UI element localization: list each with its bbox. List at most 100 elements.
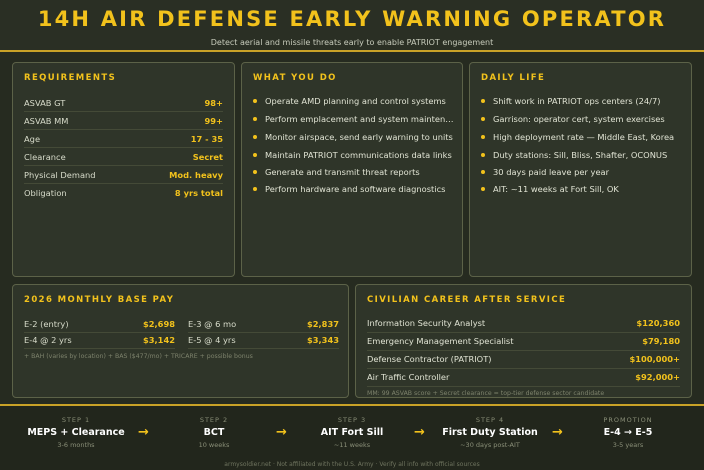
step-duration: 10 weeks xyxy=(198,441,230,449)
bullet-icon xyxy=(481,135,485,139)
daily-life-text: AIT: ~11 weeks at Fort Sill, OK xyxy=(493,184,619,194)
civilian-job-salary: $92,000+ xyxy=(635,372,680,382)
duty-item: Maintain PATRIOT communications data lin… xyxy=(253,150,454,167)
bullet-icon xyxy=(481,117,485,121)
requirement-label: Physical Demand xyxy=(24,170,96,180)
step-duration: 3-5 years xyxy=(612,441,644,449)
civilian-job-title: Information Security Analyst xyxy=(367,318,486,328)
duty-item: Operate AMD planning and control systems xyxy=(253,96,454,113)
step-duration: ~11 weeks xyxy=(333,441,371,449)
what-you-do-title: WHAT YOU DO xyxy=(253,73,337,83)
requirement-value: 8 yrs total xyxy=(174,188,223,198)
requirement-label: ASVAB MM xyxy=(24,116,69,126)
daily-life-item: AIT: ~11 weeks at Fort Sill, OK xyxy=(481,184,683,201)
base-pay-card: 2026 MONTHLY BASE PAY E-2 (entry) $2,698… xyxy=(12,284,349,398)
duty-item: Monitor airspace, send early warning to … xyxy=(253,132,454,149)
daily-life-text: Shift work in PATRIOT ops centers (24/7) xyxy=(493,96,661,106)
civilian-job-title: Emergency Management Specialist xyxy=(367,336,514,346)
bullet-icon xyxy=(253,153,257,157)
requirement-row: Physical Demand Mod. heavy xyxy=(24,166,223,184)
daily-life-text: 30 days paid leave per year xyxy=(493,167,610,177)
pay-amount: $2,837 xyxy=(306,319,339,329)
pay-row: E-3 @ 6 mo $2,837 xyxy=(188,317,339,333)
path-step-ait: STEP 3 AIT Fort Sill ~11 weeks xyxy=(292,416,412,449)
requirement-label: Age xyxy=(24,134,41,144)
bullet-icon xyxy=(481,99,485,103)
base-pay-title: 2026 MONTHLY BASE PAY xyxy=(24,295,175,305)
civilian-job-row: Air Traffic Controller $92,000+ xyxy=(367,369,680,387)
daily-life-title: DAILY LIFE xyxy=(481,73,546,83)
bullet-icon xyxy=(253,187,257,191)
daily-life-text: Duty stations: Sill, Bliss, Shafter, OCO… xyxy=(493,150,668,160)
bullet-icon xyxy=(481,170,485,174)
path-step-promotion: PROMOTION E-4 → E-5 3-5 years xyxy=(568,416,688,449)
path-step-bct: STEP 2 BCT 10 weeks xyxy=(154,416,274,449)
bullet-icon xyxy=(481,153,485,157)
civilian-job-row: Defense Contractor (PATRIOT) $100,000+ xyxy=(367,351,680,369)
pay-amount: $3,142 xyxy=(142,335,175,345)
pay-row: E-4 @ 2 yrs $3,142 xyxy=(24,333,175,349)
requirement-value: 98+ xyxy=(204,98,224,108)
duty-item: Perform emplacement and system maintenan… xyxy=(253,114,454,131)
civilian-job-salary: $100,000+ xyxy=(629,354,680,364)
requirements-title: REQUIREMENTS xyxy=(24,73,117,83)
daily-life-text: Garrison: operator cert, system exercise… xyxy=(493,114,665,124)
duty-text: Monitor airspace, send early warning to … xyxy=(265,132,453,142)
bullet-icon xyxy=(481,187,485,191)
requirement-label: Clearance xyxy=(24,152,66,162)
daily-life-item: Duty stations: Sill, Bliss, Shafter, OCO… xyxy=(481,150,683,167)
page-subtitle: Detect aerial and missile threats early … xyxy=(210,38,494,47)
requirement-row: ASVAB MM 99+ xyxy=(24,112,223,130)
page-footer: armysoldier.net · Not affiliated with th… xyxy=(224,461,480,468)
path-step-first-duty: STEP 4 First Duty Station ~30 days post-… xyxy=(430,416,550,449)
step-label: STEP 2 xyxy=(199,416,229,424)
pay-grade: E-2 (entry) xyxy=(24,319,69,329)
daily-life-card: DAILY LIFE Shift work in PATRIOT ops cen… xyxy=(469,62,692,277)
step-duration: 3-6 months xyxy=(57,441,95,449)
arrow-right-icon: → xyxy=(138,425,149,440)
pay-amount: $2,698 xyxy=(142,319,175,329)
career-path: STEP 1 MEPS + Clearance 3-6 months → STE… xyxy=(0,404,704,470)
step-name: BCT xyxy=(203,427,225,438)
arrow-right-icon: → xyxy=(414,425,425,440)
duty-text: Operate AMD planning and control systems xyxy=(265,96,446,106)
page-header: 14H AIR DEFENSE EARLY WARNING OPERATOR D… xyxy=(0,0,704,52)
pay-grade: E-4 @ 2 yrs xyxy=(24,335,72,345)
civilian-career-title: CIVILIAN CAREER AFTER SERVICE xyxy=(367,295,567,305)
bullet-icon xyxy=(253,99,257,103)
what-you-do-card: WHAT YOU DO Operate AMD planning and con… xyxy=(241,62,463,277)
step-label: PROMOTION xyxy=(603,416,653,424)
pay-row: E-5 @ 4 yrs $3,343 xyxy=(188,333,339,349)
requirement-value: Secret xyxy=(192,152,223,162)
daily-life-text: High deployment rate — Middle East, Kore… xyxy=(493,132,675,142)
arrow-right-icon: → xyxy=(276,425,287,440)
daily-life-item: Shift work in PATRIOT ops centers (24/7) xyxy=(481,96,683,113)
pay-grade: E-5 @ 4 yrs xyxy=(188,335,236,345)
requirement-label: Obligation xyxy=(24,188,67,198)
step-label: STEP 3 xyxy=(337,416,367,424)
duty-text: Maintain PATRIOT communications data lin… xyxy=(265,150,452,160)
step-name: MEPS + Clearance xyxy=(27,427,125,438)
page-title: 14H AIR DEFENSE EARLY WARNING OPERATOR xyxy=(37,7,667,31)
daily-life-item: High deployment rate — Middle East, Kore… xyxy=(481,132,683,149)
civilian-footnote: MM: 99 ASVAB score + Secret clearance = … xyxy=(367,390,605,397)
civilian-job-salary: $120,360 xyxy=(636,318,680,328)
civilian-job-row: Information Security Analyst $120,360 xyxy=(367,315,680,333)
bullet-icon xyxy=(253,117,257,121)
requirement-value: 17 - 35 xyxy=(190,134,223,144)
civilian-job-title: Defense Contractor (PATRIOT) xyxy=(367,354,492,364)
civilian-career-card: CIVILIAN CAREER AFTER SERVICE Informatio… xyxy=(355,284,692,398)
civilian-job-title: Air Traffic Controller xyxy=(367,372,450,382)
civilian-job-row: Emergency Management Specialist $79,180 xyxy=(367,333,680,351)
civilian-job-salary: $79,180 xyxy=(642,336,680,346)
step-duration: ~30 days post-AIT xyxy=(460,441,520,449)
arrow-right-icon: → xyxy=(552,425,563,440)
requirement-row: Clearance Secret xyxy=(24,148,223,166)
step-label: STEP 4 xyxy=(475,416,505,424)
duty-item: Generate and transmit threat reports xyxy=(253,167,454,184)
pay-amount: $3,343 xyxy=(306,335,339,345)
path-step-meps: STEP 1 MEPS + Clearance 3-6 months xyxy=(16,416,136,449)
daily-life-item: Garrison: operator cert, system exercise… xyxy=(481,114,683,131)
pay-grade: E-3 @ 6 mo xyxy=(188,319,237,329)
pay-row: E-2 (entry) $2,698 xyxy=(24,317,175,333)
